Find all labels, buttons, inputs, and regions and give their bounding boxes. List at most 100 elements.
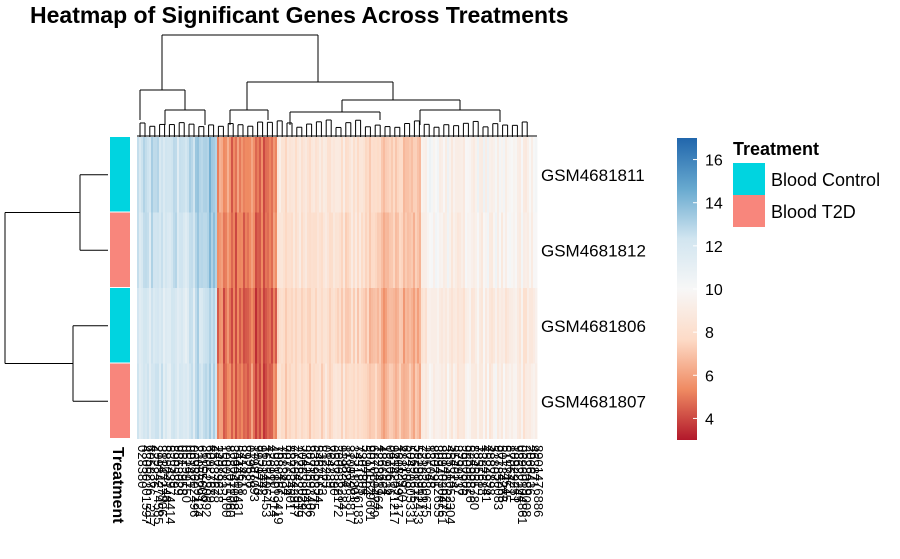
heatmap-cell (327, 288, 330, 364)
heatmap-cell (143, 363, 146, 439)
column-label: 70801663419 (271, 445, 286, 525)
heatmap-cell (357, 137, 360, 213)
heatmap-cell (363, 363, 366, 439)
heatmap-cell (221, 212, 224, 288)
column-label: 51174545 (499, 445, 514, 502)
heatmap-cell (505, 288, 508, 364)
heatmap-cell (417, 288, 420, 364)
annotation-cell (110, 363, 130, 438)
heatmap-cell (487, 288, 490, 364)
heatmap-cell (523, 363, 526, 439)
column-label: 3114727806 (155, 445, 170, 516)
heatmap-cell (217, 212, 220, 288)
heatmap-cell (435, 212, 438, 288)
heatmap-cell (509, 363, 512, 439)
column-label: 3606322172 (331, 445, 346, 517)
heatmap-cell (379, 137, 382, 213)
heatmap-cell (401, 288, 404, 364)
heatmap-cell (403, 137, 406, 213)
heatmap-cell (279, 212, 282, 288)
heatmap-cell (183, 212, 186, 288)
heatmap-cell (415, 212, 418, 288)
heatmap-cell (143, 137, 146, 213)
heatmap-cell (425, 363, 428, 439)
heatmap-cell (385, 137, 388, 213)
heatmap-cell (333, 363, 336, 439)
heatmap-cell (361, 212, 364, 288)
heatmap-cell (459, 288, 462, 364)
heatmap-cell (341, 212, 344, 288)
heatmap-cell (447, 288, 450, 364)
column-label: 860795 (427, 445, 442, 488)
heatmap-cell (517, 137, 520, 213)
heatmap-cell (173, 137, 176, 213)
heatmap-cell (213, 363, 216, 439)
heatmap-cell (197, 212, 200, 288)
heatmap-cell (403, 363, 406, 439)
heatmap-cell (209, 137, 212, 213)
heatmap-cell (139, 363, 142, 439)
heatmap-cell (433, 363, 436, 439)
heatmap-cell (495, 288, 498, 364)
heatmap-cell (415, 288, 418, 364)
colorbar-tick-label: 10 (705, 282, 723, 299)
heatmap-cell (379, 363, 382, 439)
heatmap-cell (519, 288, 522, 364)
heatmap-cell (297, 212, 300, 288)
heatmap-cell (301, 212, 304, 288)
heatmap-cell (197, 137, 200, 213)
heatmap-cell (467, 363, 470, 439)
heatmap-cell (243, 288, 246, 364)
colorbar: 4 6 8 10 12 14 16 (677, 138, 723, 440)
heatmap-cell (177, 288, 180, 364)
heatmap-cell (267, 288, 270, 364)
heatmap-cell (175, 363, 178, 439)
heatmap-cell (181, 363, 184, 439)
heatmap-cell (329, 363, 332, 439)
heatmap-cell (305, 288, 308, 364)
heatmap-cell (313, 363, 316, 439)
column-label: 5394504 (359, 445, 374, 496)
column-label: 88504146 (159, 445, 174, 503)
heatmap-cell (385, 212, 388, 288)
heatmap-cell (289, 363, 292, 439)
heatmap-cell (177, 212, 180, 288)
heatmap-cell (531, 137, 534, 213)
heatmap-cell (169, 363, 172, 439)
heatmap-cell (401, 212, 404, 288)
heatmap-cell (345, 363, 348, 439)
heatmap-cells (137, 137, 538, 439)
heatmap-cell (407, 363, 410, 439)
heatmap-cell (383, 288, 386, 364)
column-label: 6870894779 (367, 445, 382, 517)
heatmap-cell (341, 288, 344, 364)
heatmap-cell (387, 363, 390, 439)
heatmap-cell (471, 363, 474, 439)
heatmap-cell (205, 363, 208, 439)
heatmap-cell (491, 212, 494, 288)
heatmap-cell (227, 137, 230, 213)
column-label: 9800585 (459, 445, 474, 496)
heatmap-cell (327, 212, 330, 288)
heatmap-cell (167, 288, 170, 364)
heatmap-cell (505, 363, 508, 439)
heatmap-cell (385, 288, 388, 364)
heatmap-cell (199, 288, 202, 364)
heatmap-cell (443, 137, 446, 213)
heatmap-cell (483, 137, 486, 213)
heatmap-cell (397, 288, 400, 364)
heatmap-cell (321, 288, 324, 364)
heatmap-cell (375, 137, 378, 213)
heatmap-cell (371, 137, 374, 213)
heatmap-cell (145, 212, 148, 288)
heatmap-cell (383, 363, 386, 439)
heatmap-cell (361, 288, 364, 364)
column-label: 939336284 (335, 445, 350, 510)
heatmap-cell (309, 288, 312, 364)
heatmap-cell (439, 363, 442, 439)
heatmap-cell (415, 137, 418, 213)
column-label: 8287071060 (223, 445, 238, 517)
column-label: 8901476886 (531, 445, 546, 517)
heatmap-cell (317, 288, 320, 364)
heatmap-cell (443, 288, 446, 364)
